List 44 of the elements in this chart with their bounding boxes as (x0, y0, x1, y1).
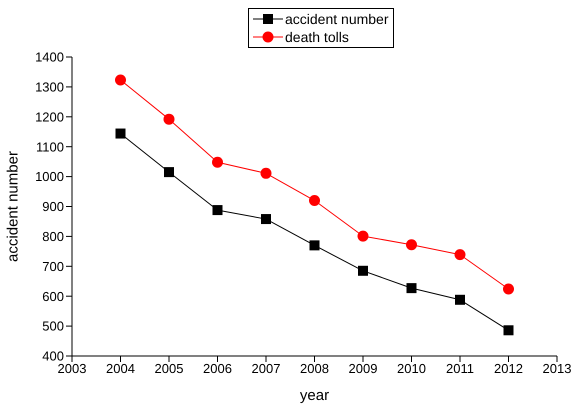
y-tick-label: 1400 (35, 50, 64, 65)
point (406, 239, 417, 250)
point (310, 240, 320, 250)
point (454, 249, 466, 260)
point (309, 195, 320, 206)
x-tick-label: 2010 (397, 361, 426, 376)
point (164, 167, 174, 178)
point (212, 156, 223, 168)
point (358, 230, 368, 242)
legend-label: accident number (285, 11, 389, 27)
point (261, 214, 271, 224)
point (115, 74, 126, 86)
x-tick-label: 2009 (348, 361, 378, 376)
x-tick-label: 2004 (106, 361, 135, 376)
point (116, 128, 126, 139)
x-tick-label: 2005 (154, 361, 184, 376)
point (455, 294, 465, 305)
x-tick-label: 2006 (203, 361, 232, 376)
x-tick-label: 2003 (58, 361, 86, 376)
legend-label: death tolls (285, 29, 349, 45)
y-tick-label: 400 (42, 348, 64, 364)
y-tick-label: 500 (42, 318, 64, 334)
point (260, 168, 272, 179)
y-tick-label: 700 (42, 258, 64, 274)
x-axis-title: year (300, 387, 330, 404)
y-tick-label: 1300 (35, 80, 64, 95)
point (406, 283, 416, 294)
y-axis-title: accident number (4, 151, 22, 262)
x-tick-label: 2011 (446, 361, 474, 376)
point (503, 284, 514, 295)
x-tick-label: 2012 (494, 361, 523, 376)
point (358, 266, 368, 276)
x-tick-label: 2007 (252, 361, 280, 376)
y-tick-label: 600 (42, 288, 64, 304)
point (504, 325, 514, 336)
y-tick-label: 1000 (35, 169, 64, 184)
point (212, 205, 222, 216)
y-tick-label: 800 (42, 229, 64, 244)
point (164, 114, 174, 125)
x-tick-label: 2013 (542, 361, 571, 376)
x-tick-label: 2008 (300, 361, 329, 376)
y-tick-label: 1200 (35, 109, 64, 124)
y-tick-label: 1100 (36, 139, 64, 154)
y-tick-label: 900 (42, 199, 64, 214)
